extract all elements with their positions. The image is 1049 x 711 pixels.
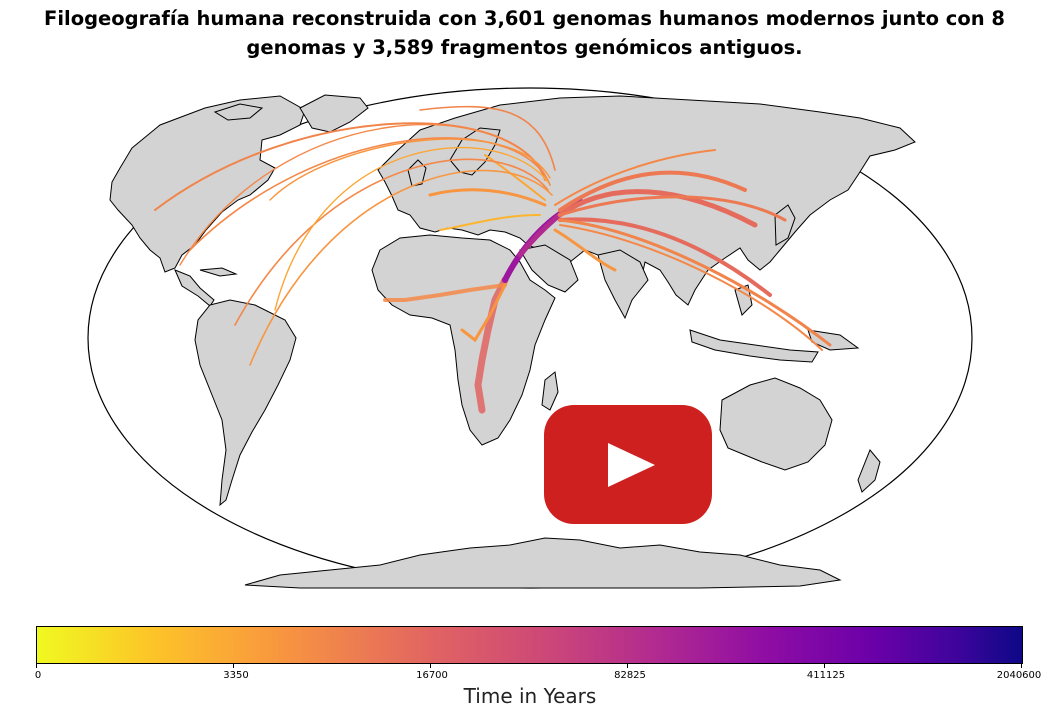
page-title: Filogeografía humana reconstruida con 3,…: [0, 4, 1049, 62]
land-africa: [371, 234, 556, 446]
colorbar-tick-0: [36, 663, 37, 668]
path-central-africa: [460, 283, 507, 343]
land-north-america: [109, 95, 306, 273]
path-trunk-west-africa: [383, 283, 507, 302]
path-americas-7: [274, 146, 549, 311]
colorbar-label: Time in Years: [463, 684, 597, 708]
land-antarctica: [244, 537, 842, 589]
colorbar-tick-5: [1021, 663, 1022, 668]
path-oceania-2: [559, 224, 823, 351]
path-americas-3: [234, 158, 549, 326]
video-play-button[interactable]: [544, 405, 712, 524]
land-caribbean: [199, 267, 238, 277]
path-americas-6: [269, 138, 551, 201]
land-arctic-islands: [213, 103, 264, 121]
path-americas-4: [249, 169, 553, 366]
colorbar: [36, 626, 1023, 664]
path-south-east-asia: [558, 217, 772, 297]
path-europe: [428, 188, 547, 207]
colorbar-tick-4: [824, 663, 825, 668]
colorbar-tick-label: 411125: [806, 670, 846, 681]
path-india: [553, 228, 617, 272]
path-americas-2: [189, 137, 551, 251]
landmasses: [109, 94, 916, 589]
land-arabia: [519, 244, 579, 293]
colorbar-tick-1: [233, 663, 234, 668]
path-trunk-east-africa: [474, 276, 509, 414]
land-australia: [719, 377, 833, 471]
path-mediterranean: [439, 214, 541, 231]
land-greenland: [299, 94, 369, 133]
land-central-america: [174, 269, 215, 307]
title-line-2: genomas y 3,589 fragmentos genómicos ant…: [246, 36, 803, 59]
path-oceania: [558, 218, 832, 347]
path-siberia: [558, 170, 747, 212]
path-americas-5: [179, 123, 546, 266]
colorbar-tick-label: 2040600: [996, 670, 1042, 681]
colorbar-tick-2: [430, 663, 431, 668]
play-icon[interactable]: [608, 443, 655, 487]
land-south-america: [194, 299, 297, 507]
colorbar-tick-label: 3350: [223, 670, 249, 681]
land-indonesia: [689, 329, 819, 363]
migration-paths: [154, 105, 832, 414]
colorbar-tick-label: 82825: [614, 670, 646, 681]
title-line-1: Filogeografía humana reconstruida con 3,…: [44, 7, 1005, 30]
path-north-asia: [554, 149, 716, 206]
colorbar-tick-3: [627, 663, 628, 668]
land-new-zealand: [857, 449, 881, 493]
path-japan: [558, 195, 787, 222]
path-arctic: [419, 105, 556, 171]
colorbar-tick-label: 16700: [416, 670, 448, 681]
colorbar-tick-label: 0: [34, 670, 42, 681]
land-japan: [774, 204, 796, 246]
path-east-asia: [557, 189, 758, 228]
land-madagascar: [541, 371, 559, 411]
